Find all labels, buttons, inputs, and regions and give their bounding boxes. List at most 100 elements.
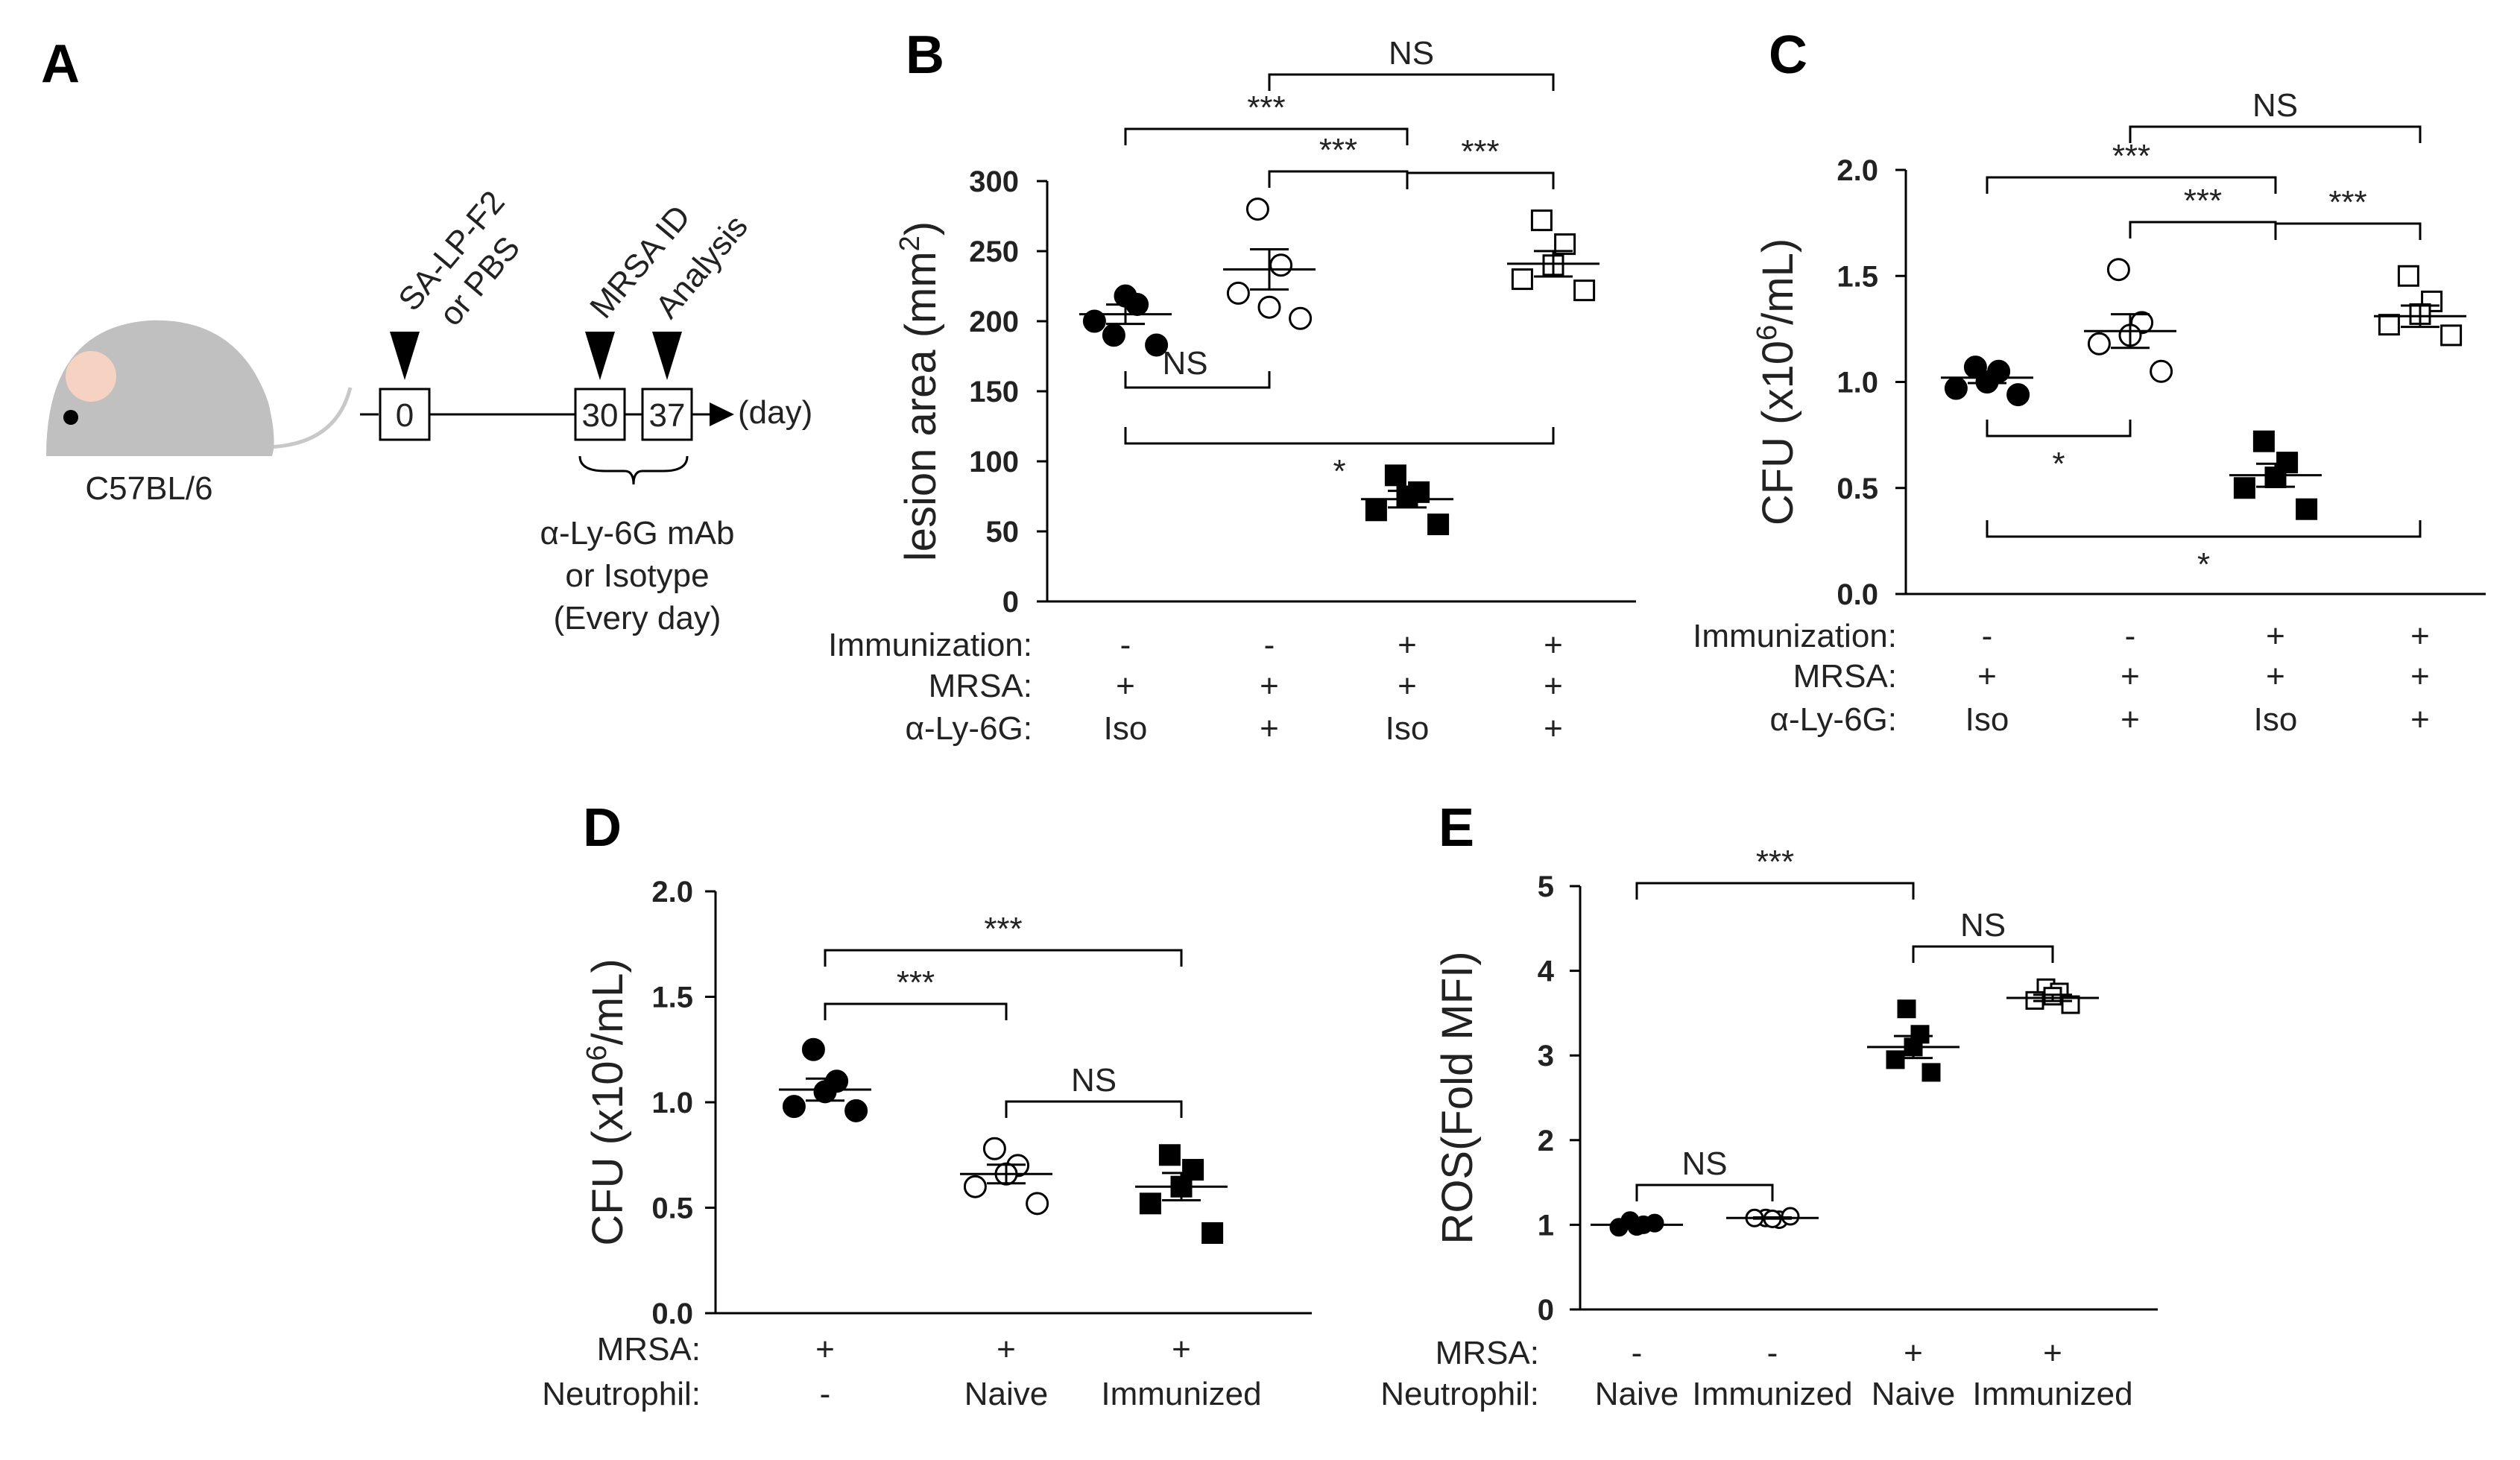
data-point <box>2087 332 2111 355</box>
significance-bracket <box>1124 127 1409 145</box>
panel-d: D 0.0 0.5 1.0 1.5 2.0 CFU (x106/mL) *** *** NS MRS… <box>542 798 1312 1412</box>
y-axis-title: CFU (x106/mL) <box>581 958 632 1245</box>
day-0-label: 0 <box>396 397 414 434</box>
data-point <box>1245 197 1269 221</box>
strain-label: C57BL/6 <box>85 470 212 507</box>
condition-value: + <box>997 1331 1016 1368</box>
data-point <box>1102 323 1125 347</box>
condition-row-label: Immunization: <box>828 627 1032 663</box>
data-point <box>1226 281 1250 305</box>
data-point <box>1026 1192 1049 1216</box>
data-point <box>2106 258 2130 282</box>
data-point <box>1781 1207 1800 1226</box>
data-point <box>1114 284 1137 308</box>
condition-value: + <box>1977 658 1997 695</box>
y-tick-label: 1 <box>1538 1209 1554 1242</box>
condition-row-label: α-Ly-6G: <box>1770 701 1898 738</box>
y-tick-label: 250 <box>969 236 1019 268</box>
significance-bracket <box>1406 171 1555 189</box>
data-point <box>1158 1144 1181 1166</box>
day-30-box <box>574 388 626 441</box>
day-37-label: 37 <box>649 397 686 434</box>
significance-label: *** <box>1319 132 1357 168</box>
condition-row-label: Immunization: <box>1693 618 1897 654</box>
significance-bracket <box>1986 420 2132 437</box>
condition-value: + <box>1260 710 1279 747</box>
data-point <box>2252 430 2275 452</box>
condition-value: + <box>2266 618 2285 654</box>
condition-value: Iso <box>2254 701 2298 738</box>
condition-value: - <box>2125 618 2136 654</box>
condition-row-label: α-Ly-6G: <box>906 710 1033 747</box>
data-point <box>1082 309 1106 333</box>
significance-bracket <box>1635 1184 1774 1201</box>
significance-bracket <box>2129 125 2422 143</box>
data-point <box>982 1137 1006 1160</box>
condition-value: + <box>1398 627 1417 663</box>
data-point <box>1609 1218 1629 1237</box>
data-point <box>2421 290 2443 312</box>
y-tick-label: 150 <box>969 376 1019 408</box>
condition-value: - <box>1632 1335 1643 1371</box>
arrow-down-icon <box>652 332 682 380</box>
data-point <box>782 1095 806 1119</box>
condition-value: + <box>1172 1331 1191 1368</box>
y-tick-label: 50 <box>986 516 1020 549</box>
significance-label: *** <box>1756 844 1794 880</box>
y-tick-label: 0.5 <box>651 1192 693 1225</box>
condition-row-label: MRSA: <box>1436 1335 1539 1371</box>
condition-value: Naive <box>1872 1376 1956 1412</box>
significance-bracket <box>1986 520 2422 538</box>
y-tick-label: 2 <box>1538 1125 1554 1157</box>
y-tick-label: 0.0 <box>651 1298 693 1330</box>
condition-value: + <box>1116 668 1135 704</box>
condition-row-label: MRSA: <box>1793 658 1897 695</box>
condition-value: - <box>1120 627 1131 663</box>
condition-row-label: Neutrophil: <box>542 1376 701 1412</box>
significance-label: NS <box>1681 1145 1727 1182</box>
condition-value: + <box>1544 668 1563 704</box>
significance-bracket <box>1005 1100 1183 1118</box>
significance-bracket <box>1986 176 2277 194</box>
significance-label: * <box>1333 453 1345 490</box>
condition-value: + <box>2410 618 2430 654</box>
treatment-line-2: or Isotype <box>565 557 709 594</box>
y-tick-label: 5 <box>1538 870 1554 903</box>
y-axis-title-sup: 6 <box>581 1045 613 1061</box>
treatment-line-3: (Every day) <box>554 600 721 636</box>
condition-value: + <box>1260 668 1279 704</box>
significance-label: NS <box>1389 35 1434 72</box>
y-tick-label: 3 <box>1538 1040 1554 1072</box>
data-point <box>963 1175 987 1198</box>
significance-label: NS <box>1162 345 1207 382</box>
condition-value: Immunized <box>1101 1376 1261 1412</box>
treatment-line-1: α-Ly-6G mAb <box>540 515 735 552</box>
y-tick-label: 300 <box>969 165 1019 198</box>
y-tick-label: 2.0 <box>1837 154 1878 187</box>
y-axis-title-main: lesion area (mm <box>897 251 945 561</box>
data-point <box>1257 295 1281 319</box>
condition-value: Iso <box>1386 710 1430 747</box>
day-unit-label: (day) <box>738 394 812 431</box>
condition-value: Naive <box>1595 1376 1679 1412</box>
y-axis-title-sup: 6 <box>1752 325 1783 341</box>
condition-value: + <box>2410 701 2430 738</box>
condition-value: + <box>2410 658 2430 695</box>
data-point <box>1289 306 1313 330</box>
significance-bracket <box>2274 222 2422 240</box>
significance-bracket <box>1124 371 1271 389</box>
panel-label-b: B <box>906 25 944 85</box>
data-point <box>1511 268 1533 291</box>
arrow-down-icon <box>390 332 420 380</box>
y-tick-label: 1.5 <box>1837 260 1878 293</box>
condition-value: + <box>2266 658 2285 695</box>
arrow-down-icon <box>585 332 615 380</box>
significance-bracket <box>1124 427 1555 445</box>
condition-value: Naive <box>964 1376 1049 1412</box>
condition-value: + <box>2043 1335 2062 1371</box>
significance-label: *** <box>897 964 935 1001</box>
y-tick-label: 0.0 <box>1837 578 1878 611</box>
data-point <box>2233 477 2255 499</box>
